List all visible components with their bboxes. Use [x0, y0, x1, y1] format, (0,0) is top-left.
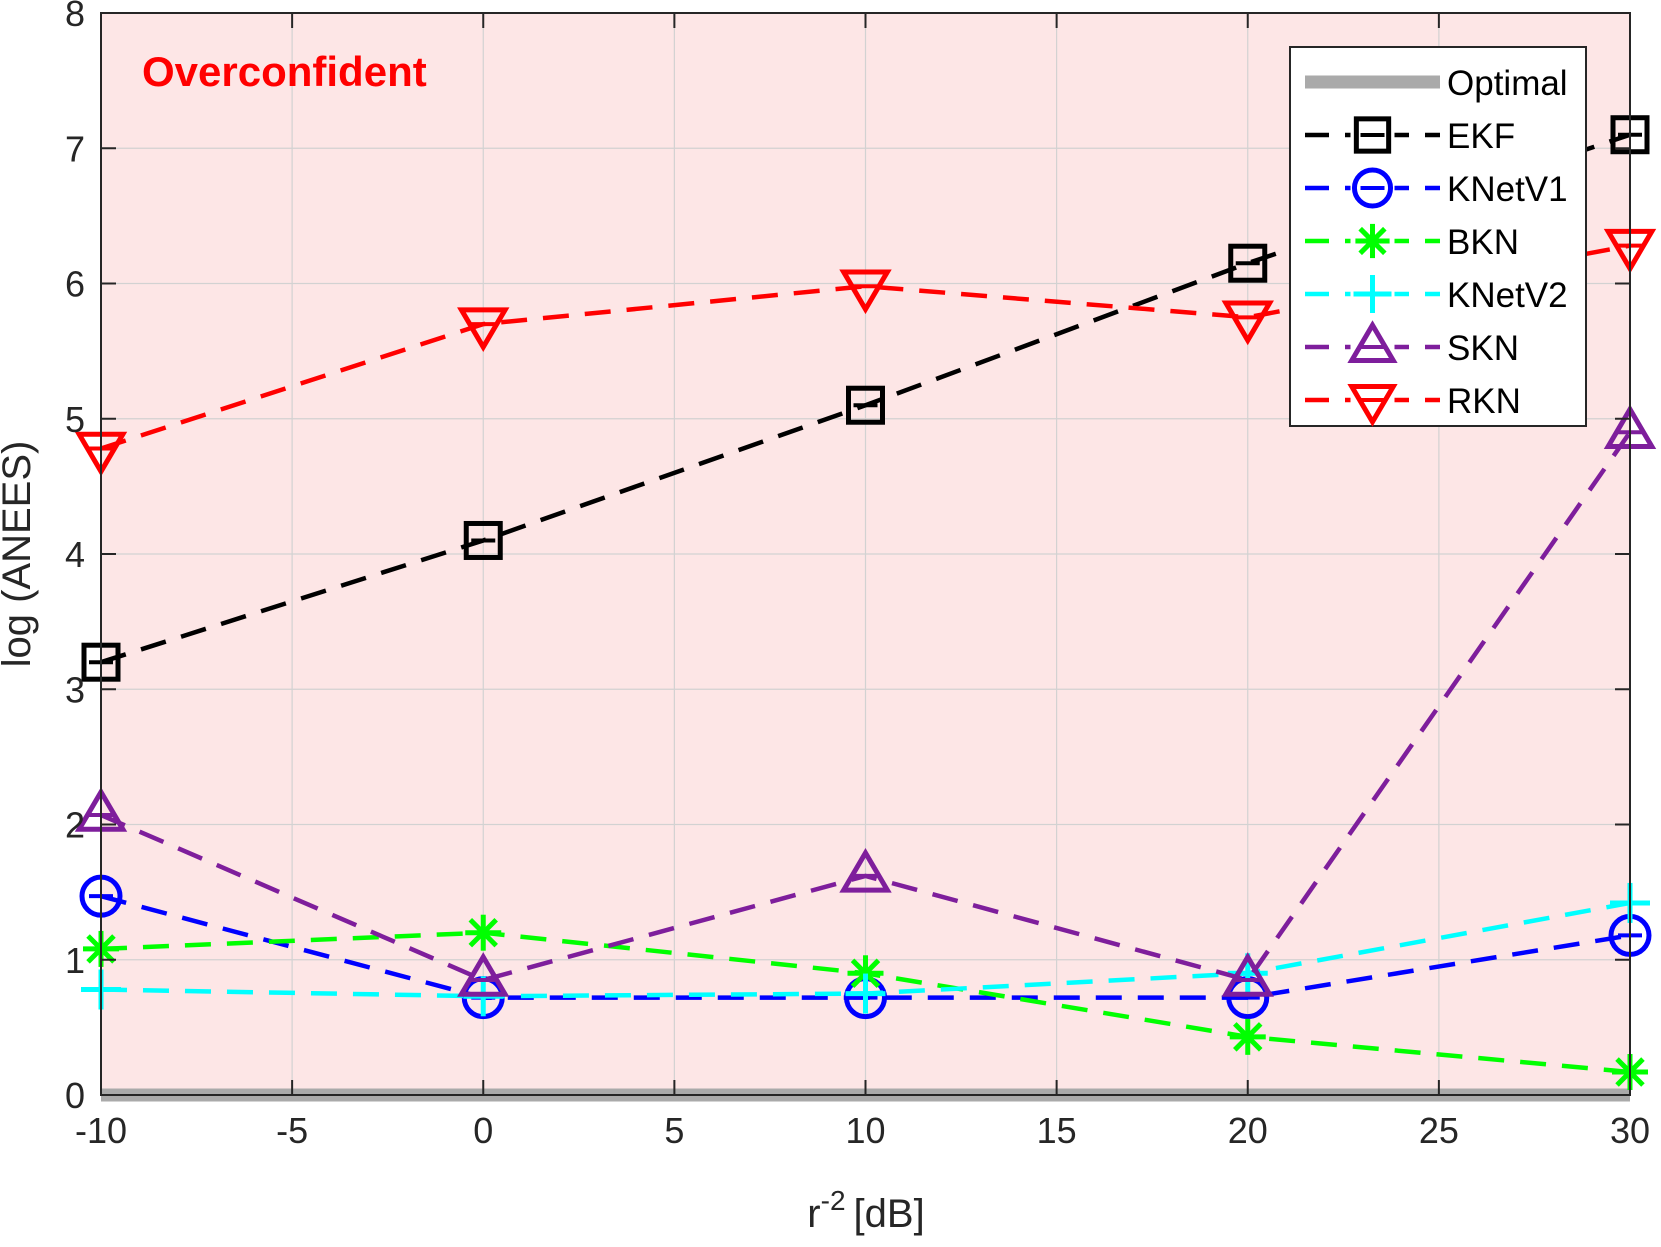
triangle-down-marker	[1347, 383, 1398, 427]
y-tick-label: 6	[65, 264, 85, 305]
data-point	[1221, 300, 1274, 346]
circle-marker	[1351, 167, 1394, 209]
y-tick-label: 1	[65, 940, 85, 981]
data-point	[839, 269, 892, 315]
x-tick-label: 15	[1037, 1110, 1077, 1151]
legend-entry-skn: SKN	[1305, 320, 1519, 369]
legend: Optimal EKF KNetV1 BKN KNetV2 SKN RKN	[1289, 46, 1587, 427]
square-marker	[1228, 243, 1268, 283]
data-point	[839, 847, 892, 893]
x-tick-label: 10	[845, 1110, 885, 1151]
x-tick-label: 20	[1228, 1110, 1268, 1151]
x-tick-label: 5	[664, 1110, 684, 1151]
ticks: -10 -5 0 5 10 15 20 25 30 0 1 2 3 4 5 6 7 8	[65, 0, 1650, 1151]
legend-entry-knetv2: KNetV2	[1305, 272, 1568, 316]
y-tick-label: 2	[65, 805, 85, 846]
triangle-down-marker	[457, 307, 510, 353]
legend-label: KNetV2	[1447, 276, 1568, 315]
y-tick-label: 3	[65, 669, 85, 710]
triangle-up-marker	[839, 847, 892, 893]
data-point	[465, 914, 502, 951]
x-tick-label: 0	[473, 1110, 493, 1151]
legend-entry-optimal: Optimal	[1305, 64, 1568, 103]
data-point	[1228, 243, 1268, 283]
triangle-up-marker	[457, 952, 510, 997]
x-tick-label: 30	[1610, 1110, 1650, 1151]
overconfident-annotation: Overconfident	[142, 48, 427, 95]
legend-label: KNetV1	[1447, 170, 1568, 209]
x-tick-label: 25	[1419, 1110, 1459, 1151]
legend-entry-ekf: EKF	[1305, 113, 1515, 157]
legend-box	[1289, 46, 1587, 427]
legend-label: BKN	[1447, 223, 1519, 262]
triangle-down-marker	[839, 269, 892, 315]
y-axis-label: log (ANEES)	[0, 441, 39, 668]
triangle-up-marker	[1221, 952, 1274, 997]
y-tick-label: 8	[65, 0, 85, 34]
legend-label: SKN	[1447, 329, 1519, 368]
data-point	[1229, 1018, 1266, 1055]
data-point	[457, 952, 510, 997]
x-axis-label-base: r	[807, 1192, 820, 1236]
legend-label: EKF	[1447, 117, 1515, 156]
legend-entry-rkn: RKN	[1305, 378, 1521, 427]
triangle-up-marker	[1347, 320, 1398, 364]
y-tick-label: 7	[65, 128, 85, 169]
legend-entry-bkn: BKN	[1305, 219, 1519, 263]
data-point	[1221, 952, 1274, 997]
series-line	[100, 243, 1631, 451]
square-marker	[1353, 116, 1392, 154]
legend-label: Optimal	[1447, 64, 1568, 103]
y-tick-label: 4	[65, 534, 85, 575]
legend-entry-knetv1: KNetV1	[1305, 166, 1568, 210]
y-tick-label: 5	[65, 399, 85, 440]
x-axis-label-unit: [dB]	[854, 1192, 925, 1236]
legend-label: RKN	[1447, 382, 1521, 421]
data-point	[845, 973, 886, 1014]
data-point	[846, 385, 885, 425]
triangle-down-marker	[1221, 300, 1274, 346]
y-tick-label: 0	[65, 1075, 85, 1116]
x-axis-label: r-2 [dB]	[807, 1185, 924, 1236]
x-tick-label: -10	[75, 1110, 127, 1151]
square-marker	[846, 385, 885, 425]
x-axis-label-superscript: -2	[821, 1185, 846, 1216]
x-tick-label: -5	[276, 1110, 308, 1151]
data-point	[463, 520, 503, 560]
square-marker	[463, 520, 503, 560]
data-point	[457, 307, 510, 353]
